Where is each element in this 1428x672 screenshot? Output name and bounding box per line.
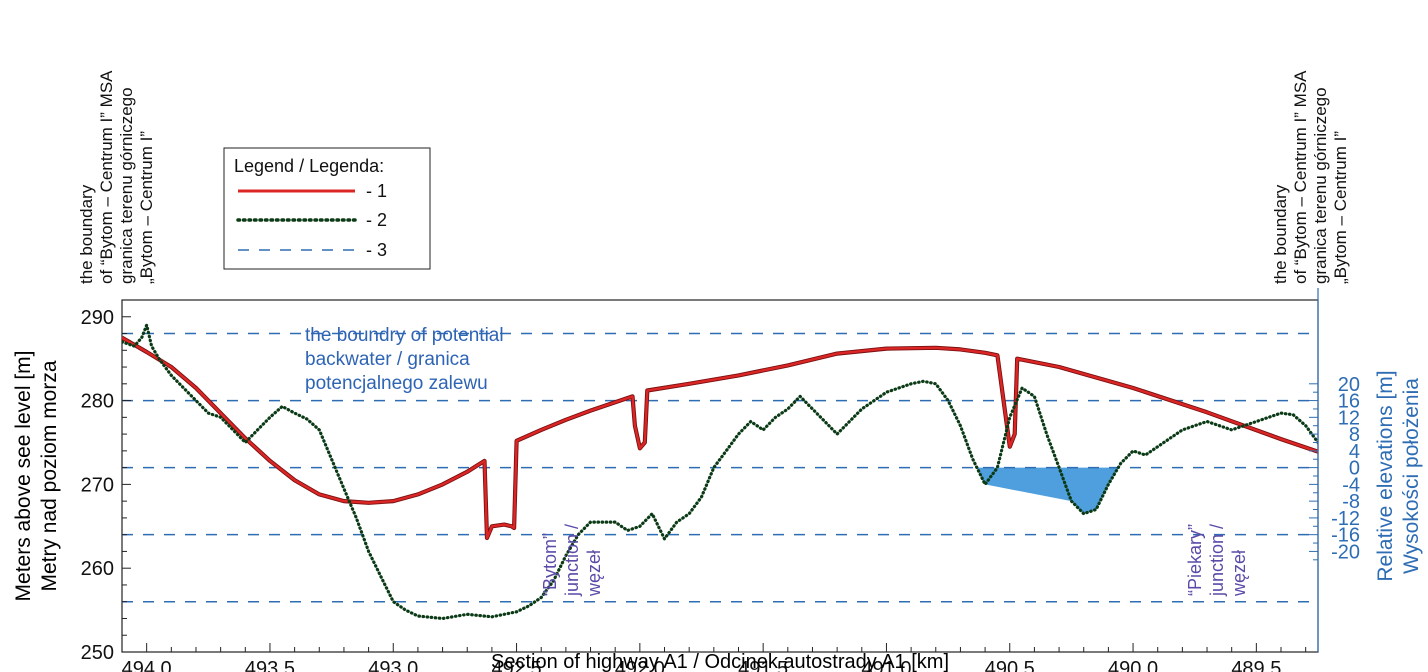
backwater-line-3: potencjalnego zalewu xyxy=(305,373,488,394)
bottom-tick-label: 491.5 xyxy=(738,658,788,672)
plot-frame xyxy=(121,299,1319,653)
right-tick-label: -8 xyxy=(1342,491,1360,513)
x-axis: 494.0 493.5 493.0 492.5 492.0 491.5 491.0 490.5… xyxy=(121,643,1307,672)
x-axis-label: Section of highway A1 / Odcinek autostra… xyxy=(491,651,949,672)
legend-entry-3: - 3 xyxy=(366,240,387,260)
right-tick-label: -16 xyxy=(1331,525,1360,547)
backwater-annotation: the boundry of potential backwater / gra… xyxy=(305,325,504,394)
right-tick-label: -4 xyxy=(1342,474,1360,496)
piekary-junction-line-3: węzeł xyxy=(1229,550,1249,597)
boundary-right-line-1: the boundary xyxy=(1271,184,1290,284)
left-axis: 250 260 270 280 290 xyxy=(81,307,131,664)
boundary-left-line-3: granica terenu górniczego xyxy=(117,87,136,284)
boundary-left-annotation: the boundary of “Bytom – Centrum I” MSA … xyxy=(77,70,156,284)
bytom-junction-line-2: junction / xyxy=(562,524,582,597)
piekary-junction-line-2: junction / xyxy=(1207,524,1227,597)
bottom-tick-label: 493.5 xyxy=(245,658,295,672)
boundary-right-line-2: of “Bytom – Centrum I” MSA xyxy=(1291,70,1310,284)
left-tick-label: 290 xyxy=(81,307,114,329)
left-tick-label: 270 xyxy=(81,474,114,496)
legend-title: Legend / Legenda: xyxy=(234,156,384,176)
legend-entry-1: - 1 xyxy=(366,181,387,201)
boundary-left-line-4: „Bytom – Centrum I” xyxy=(137,131,156,284)
bottom-tick-label: 490.5 xyxy=(985,658,1035,672)
bytom-junction-line-1: “Bytom” xyxy=(540,533,560,596)
flood-fill-layer xyxy=(976,467,1119,514)
bottom-tick-label: 491.0 xyxy=(861,658,911,672)
flood-area xyxy=(976,467,1119,514)
left-tick-label: 280 xyxy=(81,391,114,413)
right-tick-label: 20 xyxy=(1338,374,1360,396)
series-layer xyxy=(122,323,1318,621)
legend-entry-2: - 2 xyxy=(366,210,387,230)
y-right-label-1: Relative elevations [m] xyxy=(1374,370,1397,581)
y-left-label-2: Metry nad poziom morza xyxy=(38,360,61,591)
right-tick-label: 16 xyxy=(1338,391,1360,413)
boundary-right-annotation: the boundary of “Bytom – Centrum I” MSA … xyxy=(1271,70,1350,284)
right-tick-label: 0 xyxy=(1349,458,1360,480)
y-left-label-1: Meters above see level [m] xyxy=(12,351,35,602)
y-right-label-2: Wysokości położenia xyxy=(1400,378,1423,574)
boundary-left-line-1: the boundary xyxy=(77,184,96,284)
backwater-line-1: the boundry of potential xyxy=(305,325,504,346)
left-tick-label: 260 xyxy=(81,558,114,580)
right-tick-label: -12 xyxy=(1331,508,1360,530)
left-tick-label: 250 xyxy=(81,642,114,664)
boundary-right-line-3: granica terenu górniczego xyxy=(1311,87,1330,284)
series-2-line xyxy=(122,323,1318,621)
right-tick-label: 12 xyxy=(1338,407,1360,429)
bottom-tick-label: 494.0 xyxy=(122,658,172,672)
boundary-right-line-4: „Bytom – Centrum I” xyxy=(1331,131,1350,284)
right-tick-label: 4 xyxy=(1349,441,1360,463)
bottom-tick-label: 489.5 xyxy=(1231,658,1281,672)
bottom-tick-label: 490.0 xyxy=(1108,658,1158,672)
bottom-tick-label: 493.0 xyxy=(368,658,418,672)
right-tick-label: -20 xyxy=(1331,541,1360,563)
series-1-line xyxy=(122,336,1318,540)
boundary-left-line-2: of “Bytom – Centrum I” MSA xyxy=(97,70,116,284)
reference-lines xyxy=(122,332,1318,603)
bytom-junction-annotation: “Bytom” junction / węzeł xyxy=(540,524,604,597)
right-tick-label: 8 xyxy=(1349,424,1360,446)
piekary-junction-line-1: “Piekary” xyxy=(1185,524,1205,596)
bottom-tick-label: 492.0 xyxy=(615,658,665,672)
legend: Legend / Legenda: - 1 - 2 - 3 xyxy=(223,147,431,270)
bottom-tick-label: 492.5 xyxy=(492,658,542,672)
bytom-junction-line-3: węzeł xyxy=(584,550,604,597)
legend-box xyxy=(223,147,431,270)
backwater-line-2: backwater / granica xyxy=(305,349,470,370)
piekary-junction-annotation: “Piekary” junction / węzeł xyxy=(1185,524,1249,597)
